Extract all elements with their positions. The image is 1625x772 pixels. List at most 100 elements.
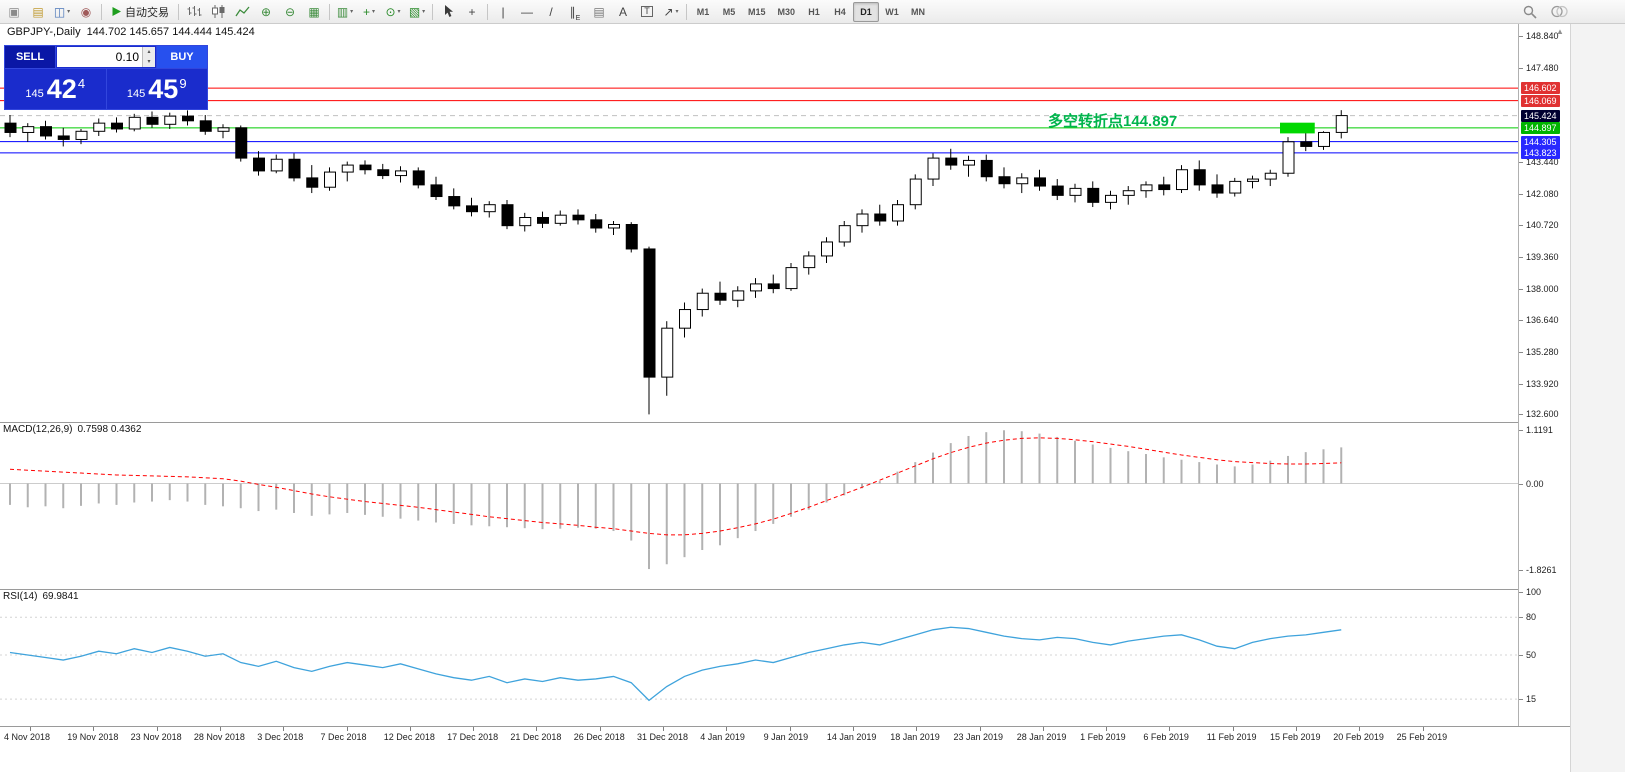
text-button[interactable]: A [611, 1, 635, 23]
candle-bearish [572, 214, 585, 221]
price-tick-label: 140.720 [1526, 220, 1559, 231]
toolbar-separator [432, 3, 433, 20]
bar-chart-button[interactable] [182, 1, 206, 23]
price-level-tag[interactable]: 144.305 [1521, 135, 1560, 148]
chevron-down-icon: ▾ [350, 9, 354, 15]
macd-panel-canvas[interactable] [0, 423, 1519, 588]
search-button[interactable] [1518, 1, 1542, 23]
timeframe-m1-button[interactable]: M1 [696, 6, 710, 17]
candle-bullish [341, 164, 354, 173]
help-icon: ◉ [80, 4, 92, 19]
periods-button[interactable]: ⊙ ▾ [381, 1, 405, 23]
window-button[interactable]: ▣ [2, 1, 26, 23]
macd-axis-tick [1519, 483, 1523, 485]
community-button[interactable] [1547, 1, 1571, 23]
fibonacci-icon: ▤ [593, 4, 605, 19]
timeframe-w1-button[interactable]: W1 [885, 6, 899, 17]
tile-windows-button[interactable]: ▦ [302, 1, 326, 23]
rsi-axis-tick [1519, 592, 1523, 593]
price-level-tag[interactable]: 145.424 [1521, 109, 1560, 122]
sell-price-big: 42 [46, 73, 77, 104]
price-level-tag[interactable]: 144.897 [1521, 121, 1560, 134]
sell-price[interactable]: 145 42 4 [5, 69, 106, 109]
macd-signal-line [9, 437, 1342, 536]
price-axis[interactable]: 148.840 147.480 143.440 142.080 140.720 139.3… [1519, 24, 1570, 726]
panel-separator[interactable] [0, 422, 1570, 423]
timeframe-mn-button[interactable]: MN [911, 6, 926, 17]
charts-menu-button[interactable]: ◫ ▾ [50, 1, 74, 23]
arrows-button[interactable]: ↗ ▾ [659, 1, 683, 23]
fibonacci-button[interactable]: ▤ [587, 1, 611, 23]
autotrading-label: 自动交易 [125, 6, 169, 19]
chevron-down-icon: ▾ [675, 9, 679, 15]
time-label: 3 Dec 2018 [257, 732, 304, 742]
candle-bullish [803, 255, 816, 269]
volume-value[interactable]: 0.10 [115, 50, 139, 64]
price-axis-tick [1519, 383, 1523, 385]
time-label: 4 Jan 2019 [700, 732, 745, 742]
cursor-button[interactable] [436, 1, 460, 23]
line-chart-button[interactable] [230, 1, 254, 23]
panel-separator[interactable] [0, 589, 1570, 590]
zoom-in-button[interactable]: ⊕ [254, 1, 278, 23]
templates-button[interactable]: ▧ ▾ [405, 1, 429, 23]
trendline-button[interactable]: / [539, 1, 563, 23]
candle-bearish [537, 217, 549, 224]
bar-chart-icon [187, 5, 202, 18]
indicators-button[interactable]: + ▾ [357, 1, 381, 23]
help-button[interactable]: ◉ [74, 1, 98, 23]
new-order-button[interactable]: ▤ [26, 1, 50, 23]
price-level-tag[interactable]: 146.069 [1521, 94, 1560, 107]
vertical-line-button[interactable]: | [491, 1, 515, 23]
rsi-panel-canvas[interactable] [0, 590, 1519, 726]
toolbar-separator [101, 3, 102, 20]
timeframe-h4-button[interactable]: H4 [834, 6, 846, 17]
volume-down-icon[interactable]: ▾ [143, 57, 155, 67]
equidistant-channel-button[interactable]: ∥ E [563, 1, 587, 23]
time-label: 14 Jan 2019 [826, 732, 877, 742]
time-axis[interactable]: 4 Nov 2018 19 Nov 2018 23 Nov 2018 28 Nov 2… [0, 726, 1570, 772]
chart-list-icon: ▥ [336, 4, 349, 19]
trade-panel-prices: 145 42 4 145 45 9 [5, 68, 207, 109]
candle-bullish [1282, 141, 1295, 174]
zoom-out-button[interactable]: ⊖ [278, 1, 302, 23]
candle-bullish [821, 241, 833, 257]
chart-list-button[interactable]: ▥ ▾ [333, 1, 357, 23]
candle-bullish [93, 122, 106, 132]
candle-bearish [625, 223, 638, 250]
autotrading-button[interactable]: 自动交易 [105, 1, 175, 23]
crosshair-button[interactable]: + [460, 1, 484, 23]
candlestick-chart-button[interactable] [206, 1, 230, 23]
toolbar: ▣ ▤ ◫ ▾ ◉ 自动交易 ⊕ ⊖ ▦ ▥ ▾ + ▾ ⊙ ▾ ▧ ▾ + | — / ∥ E ▤ A T ↗ ▾ M1 M5 M15 M3… [0, 0, 1625, 24]
volume-input[interactable]: 0.10 ▴ ▾ [57, 47, 155, 67]
buy-price[interactable]: 145 45 9 [107, 69, 208, 109]
timeframe-m15-button[interactable]: M15 [748, 6, 766, 17]
time-axis-tick [599, 727, 601, 731]
horizontal-line-button[interactable]: — [515, 1, 539, 23]
sell-button[interactable]: SELL [5, 46, 56, 68]
tile-windows-icon: ▦ [308, 4, 320, 19]
price-chart-canvas[interactable] [0, 24, 1519, 422]
candle-bullish [128, 116, 141, 130]
volume-up-icon[interactable]: ▴ [143, 47, 155, 57]
buy-button[interactable]: BUY [156, 46, 207, 68]
candle-bearish [980, 159, 993, 178]
timeframe-m5-button[interactable]: M5 [722, 6, 736, 17]
time-axis-tick [30, 727, 31, 731]
candle-bullish [395, 170, 407, 177]
timeframe-m30-button[interactable]: M30 [777, 6, 796, 17]
price-axis-tick [1519, 288, 1523, 290]
scroll-up-icon[interactable]: ▲ [1556, 27, 1564, 36]
time-axis-tick [979, 727, 981, 731]
macd-axis-tick [1519, 570, 1523, 572]
pivot-annotation[interactable]: 多空转折点144.897 [1048, 113, 1178, 130]
highlight-zone[interactable] [1280, 122, 1315, 134]
timeframe-h1-button[interactable]: H1 [808, 6, 820, 17]
timeframe-d1-button[interactable]: D1 [853, 1, 880, 22]
price-level-tag[interactable]: 146.602 [1521, 82, 1560, 95]
price-level-tag[interactable]: 143.823 [1521, 146, 1560, 159]
chevron-down-icon: ▾ [67, 9, 71, 15]
buy-price-prefix: 145 [126, 88, 146, 100]
candle-bullish [909, 178, 922, 206]
text-label-button[interactable]: T [635, 1, 659, 23]
